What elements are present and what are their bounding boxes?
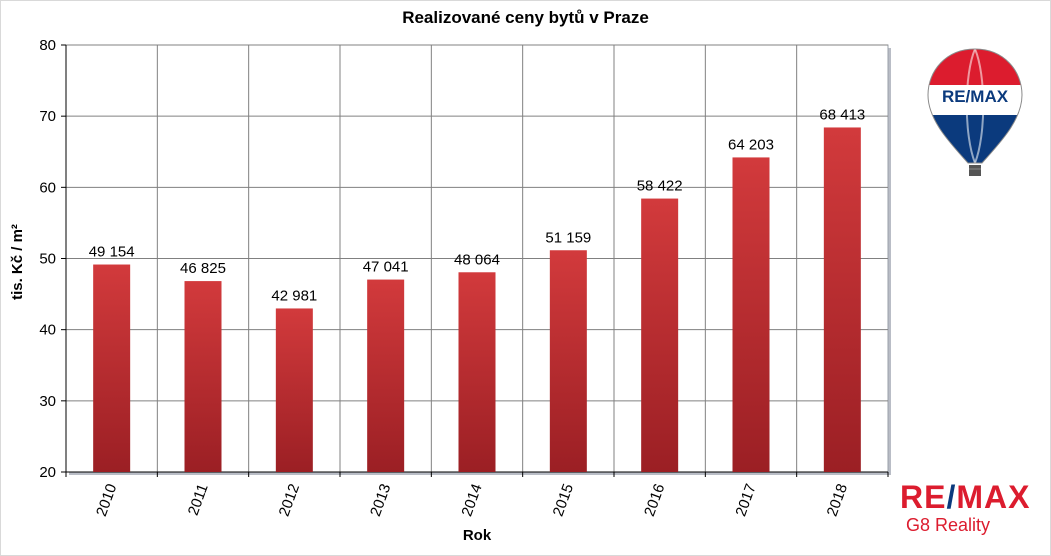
- y-tick-label: 80: [39, 37, 56, 54]
- bar-2010: [93, 264, 131, 472]
- x-tick-label-2015: 2015: [550, 482, 577, 519]
- y-tick-label: 60: [39, 179, 56, 196]
- x-tick-label-2010: 2010: [93, 482, 120, 519]
- x-tick-label-2014: 2014: [458, 482, 485, 519]
- y-tick-label: 70: [39, 108, 56, 125]
- data-label-2017: 64 203: [728, 136, 774, 153]
- data-label-2015: 51 159: [545, 229, 591, 246]
- data-label-2016: 58 422: [637, 178, 683, 195]
- y-axis-label: tis. Kč / m²: [9, 224, 26, 300]
- remax-balloon-logo: RE/MAX: [927, 48, 1023, 176]
- x-tick-label-2013: 2013: [367, 482, 394, 519]
- y-tick-label: 50: [39, 251, 56, 268]
- remax-text-logo: RE/MAX G8 Reality: [900, 480, 1040, 536]
- brand-name: RE/MAX: [900, 479, 1031, 515]
- x-axis-label: Rok: [463, 527, 492, 544]
- data-label-2018: 68 413: [819, 106, 865, 123]
- data-label-2013: 47 041: [363, 259, 409, 276]
- chart-title: Realizované ceny bytů v Praze: [402, 8, 649, 27]
- bar-2012: [275, 308, 313, 472]
- balloon-logo-text: RE/MAX: [942, 87, 1009, 106]
- y-tick-label: 30: [39, 393, 56, 410]
- x-tick-label-2012: 2012: [276, 482, 303, 519]
- bar-2018: [823, 127, 861, 472]
- x-tick-label-2016: 2016: [641, 482, 668, 519]
- data-label-2014: 48 064: [454, 251, 500, 268]
- bar-2015: [549, 250, 587, 472]
- bar-2013: [367, 279, 405, 472]
- data-label-2012: 42 981: [271, 287, 317, 304]
- x-tick-label-2017: 2017: [732, 482, 759, 519]
- bar-2016: [641, 198, 679, 473]
- x-tick-label-2018: 2018: [824, 482, 851, 519]
- bar-2014: [458, 272, 496, 472]
- bar-2017: [732, 157, 770, 472]
- y-tick-label: 40: [39, 322, 56, 339]
- brand-subtitle: G8 Reality: [906, 515, 991, 535]
- data-label-2011: 46 825: [180, 260, 226, 277]
- y-tick-label: 20: [39, 464, 56, 481]
- x-tick-label-2011: 2011: [185, 482, 212, 518]
- bar-2011: [184, 281, 222, 472]
- data-label-2010: 49 154: [89, 244, 135, 261]
